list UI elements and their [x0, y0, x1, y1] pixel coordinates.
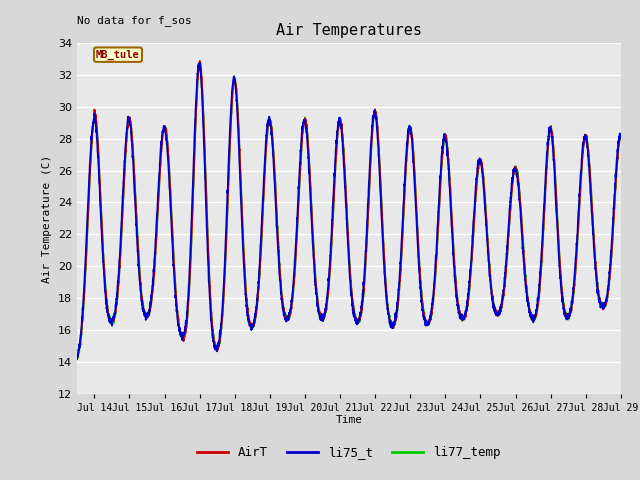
li75_t: [73, 357, 81, 362]
AirT: [73, 354, 81, 360]
li77_temp: [168, 205, 175, 211]
Title: Air Temperatures: Air Temperatures: [276, 23, 422, 38]
li77_temp: [196, 60, 204, 65]
Text: No data for f_sos: No data for f_sos: [77, 15, 191, 26]
AirT: [282, 314, 290, 320]
li75_t: [305, 169, 313, 175]
li75_t: [607, 259, 614, 264]
Line: AirT: AirT: [77, 61, 621, 358]
li77_temp: [282, 316, 290, 322]
li75_t: [548, 133, 556, 139]
AirT: [548, 129, 556, 134]
li75_t: [617, 133, 625, 139]
AirT: [617, 133, 625, 139]
li75_t: [73, 352, 81, 358]
AirT: [607, 264, 614, 270]
Legend: AirT, li75_t, li77_temp: AirT, li75_t, li77_temp: [192, 442, 506, 465]
AirT: [73, 355, 81, 360]
Line: li77_temp: li77_temp: [77, 62, 621, 359]
li77_temp: [135, 259, 143, 264]
li77_temp: [305, 162, 313, 168]
Text: MB_tule: MB_tule: [96, 49, 140, 60]
Y-axis label: Air Temperature (C): Air Temperature (C): [42, 154, 52, 283]
li77_temp: [548, 130, 556, 135]
X-axis label: Time: Time: [335, 415, 362, 425]
Line: li75_t: li75_t: [77, 63, 621, 360]
AirT: [135, 261, 143, 267]
li75_t: [282, 316, 290, 322]
AirT: [168, 208, 175, 214]
li77_temp: [607, 267, 614, 273]
li75_t: [168, 220, 175, 226]
li77_temp: [617, 133, 625, 139]
li75_t: [135, 272, 143, 277]
li77_temp: [74, 356, 81, 361]
AirT: [305, 160, 313, 166]
li75_t: [196, 60, 204, 66]
li77_temp: [73, 354, 81, 360]
AirT: [196, 58, 204, 64]
